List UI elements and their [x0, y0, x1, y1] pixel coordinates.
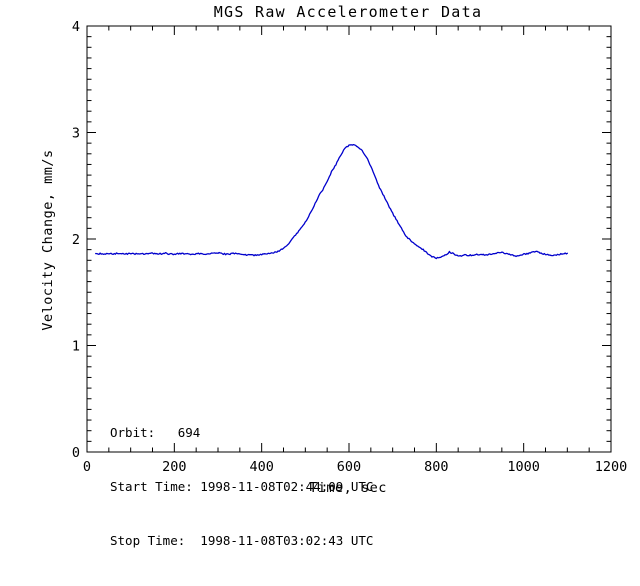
annotation-stop-time: Stop Time: 1998-11-08T03:02:43 UTC — [110, 533, 374, 548]
y-tick-label: 1 — [72, 339, 80, 355]
x-tick-label: 800 — [424, 459, 448, 475]
x-tick-label: 1000 — [507, 459, 540, 475]
annotation-start-time: Start Time: 1998-11-08T02:44:09 UTC — [110, 479, 374, 494]
y-tick-label: 2 — [72, 232, 80, 248]
x-tick-label: 400 — [249, 459, 273, 475]
annotation-block: Orbit: 694 Start Time: 1998-11-08T02:44:… — [110, 388, 373, 586]
y-tick-label: 3 — [72, 126, 80, 142]
x-tick-label: 600 — [337, 459, 361, 475]
y-tick-label: 0 — [72, 445, 80, 461]
x-tick-label: 0 — [83, 459, 91, 475]
chart-title: MGS Raw Accelerometer Data — [214, 3, 483, 21]
velocity-curve — [95, 143, 568, 260]
annotation-orbit: Orbit: 694 — [110, 425, 201, 440]
axes: 0 200 400 600 800 1000 1200 0 1 2 3 4 — [72, 19, 627, 475]
x-axis-label: Time, sec — [309, 480, 387, 496]
x-tick-label: 1200 — [595, 459, 628, 475]
y-tick-label: 4 — [72, 19, 80, 35]
x-tick-label: 200 — [162, 459, 186, 475]
chart-canvas: MGS Raw Accelerometer Data Time, sec Vel… — [40, 3, 627, 548]
data-curve — [95, 143, 568, 260]
y-axis-label: Velocity Change, mm/s — [40, 149, 56, 330]
accelerometer-plot: MGS Raw Accelerometer Data Time, sec Vel… — [40, 3, 627, 496]
